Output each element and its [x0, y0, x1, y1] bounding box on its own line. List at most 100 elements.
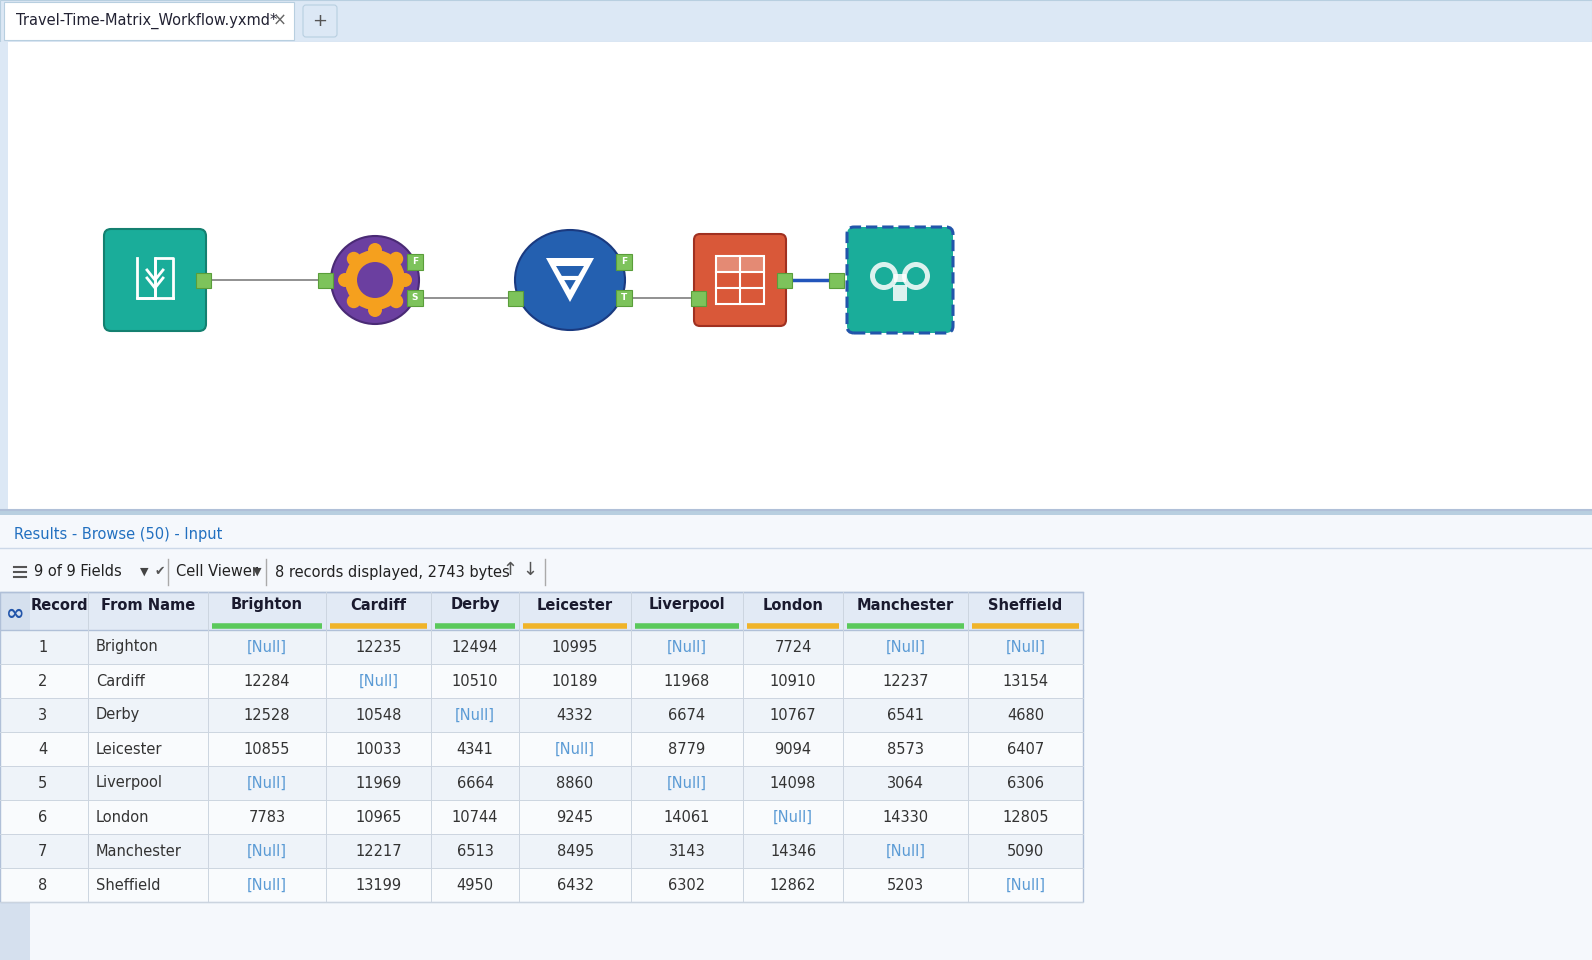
Text: 4341: 4341 [457, 741, 494, 756]
Text: 9245: 9245 [557, 809, 594, 825]
Text: 6302: 6302 [669, 877, 705, 893]
Text: 6: 6 [38, 809, 48, 825]
FancyBboxPatch shape [0, 766, 1083, 800]
FancyBboxPatch shape [508, 291, 522, 305]
Circle shape [347, 294, 361, 308]
FancyBboxPatch shape [0, 732, 1083, 766]
Text: 6664: 6664 [457, 776, 494, 790]
Text: London: London [96, 809, 150, 825]
Text: From Name: From Name [100, 597, 196, 612]
Text: 14330: 14330 [882, 809, 928, 825]
Text: 12805: 12805 [1003, 809, 1049, 825]
Text: Travel-Time-Matrix_Workflow.yxmd*: Travel-Time-Matrix_Workflow.yxmd* [16, 12, 277, 29]
Text: 4950: 4950 [457, 877, 494, 893]
Circle shape [876, 267, 893, 285]
FancyBboxPatch shape [694, 234, 786, 326]
Text: 14346: 14346 [771, 844, 817, 858]
FancyBboxPatch shape [0, 510, 1592, 515]
Text: 10767: 10767 [769, 708, 817, 723]
Text: 8 records displayed, 2743 bytes: 8 records displayed, 2743 bytes [275, 564, 509, 580]
Text: 3064: 3064 [887, 776, 923, 790]
Polygon shape [546, 258, 594, 302]
Text: 6306: 6306 [1008, 776, 1044, 790]
Text: 13199: 13199 [355, 877, 401, 893]
FancyBboxPatch shape [691, 291, 705, 305]
Text: 6407: 6407 [1006, 741, 1044, 756]
Text: [Null]: [Null] [885, 639, 925, 655]
Polygon shape [556, 266, 584, 290]
Text: T: T [621, 294, 627, 302]
FancyBboxPatch shape [408, 290, 423, 306]
FancyBboxPatch shape [0, 42, 8, 510]
Text: 7783: 7783 [248, 809, 285, 825]
Text: Cell Viewer: Cell Viewer [177, 564, 258, 580]
Text: [Null]: [Null] [1006, 639, 1046, 655]
Text: 6432: 6432 [557, 877, 594, 893]
Text: 8573: 8573 [887, 741, 923, 756]
Text: 5090: 5090 [1006, 844, 1044, 858]
Text: 10744: 10744 [452, 809, 498, 825]
Text: +: + [312, 12, 328, 30]
Text: 11969: 11969 [355, 776, 401, 790]
Text: ↑: ↑ [503, 561, 517, 579]
Circle shape [347, 252, 361, 266]
Text: 4: 4 [38, 741, 48, 756]
FancyBboxPatch shape [0, 800, 1083, 834]
FancyBboxPatch shape [716, 256, 764, 272]
Text: [Null]: [Null] [667, 776, 707, 790]
Text: 1: 1 [38, 639, 48, 655]
Text: 12494: 12494 [452, 639, 498, 655]
Text: 10910: 10910 [771, 674, 817, 688]
Text: [Null]: [Null] [358, 674, 398, 688]
Text: 13154: 13154 [1003, 674, 1049, 688]
Text: 4332: 4332 [557, 708, 594, 723]
Circle shape [388, 294, 403, 308]
Text: [Null]: [Null] [667, 639, 707, 655]
FancyBboxPatch shape [616, 254, 632, 270]
FancyBboxPatch shape [893, 285, 907, 301]
Circle shape [907, 267, 925, 285]
FancyBboxPatch shape [196, 273, 210, 287]
FancyBboxPatch shape [5, 2, 295, 40]
Text: Results - Browse (50) - Input: Results - Browse (50) - Input [14, 526, 223, 541]
Text: 8860: 8860 [557, 776, 594, 790]
Text: 12237: 12237 [882, 674, 928, 688]
Text: [Null]: [Null] [247, 877, 287, 893]
Text: [Null]: [Null] [247, 776, 287, 790]
Text: 12528: 12528 [244, 708, 290, 723]
Text: 10510: 10510 [452, 674, 498, 688]
Text: [Null]: [Null] [247, 639, 287, 655]
Text: 7: 7 [38, 844, 48, 858]
FancyBboxPatch shape [847, 227, 954, 333]
Text: Manchester: Manchester [856, 597, 954, 612]
FancyBboxPatch shape [0, 834, 1083, 868]
Circle shape [903, 262, 930, 290]
FancyBboxPatch shape [0, 664, 1083, 698]
Circle shape [869, 262, 898, 290]
Text: [Null]: [Null] [885, 844, 925, 858]
Circle shape [388, 252, 403, 266]
Circle shape [398, 273, 412, 287]
Text: 10033: 10033 [355, 741, 401, 756]
Text: Sheffield: Sheffield [989, 597, 1062, 612]
Text: Derby: Derby [96, 708, 140, 723]
Circle shape [368, 303, 382, 317]
Text: F: F [412, 257, 419, 267]
Text: Liverpool: Liverpool [96, 776, 162, 790]
Text: 10548: 10548 [355, 708, 401, 723]
Text: [Null]: [Null] [455, 708, 495, 723]
Text: 10965: 10965 [355, 809, 401, 825]
Text: 11968: 11968 [664, 674, 710, 688]
FancyBboxPatch shape [828, 273, 844, 287]
Text: 10995: 10995 [552, 639, 599, 655]
Text: [Null]: [Null] [774, 809, 814, 825]
Text: 14061: 14061 [664, 809, 710, 825]
Text: S: S [412, 294, 419, 302]
FancyBboxPatch shape [317, 273, 333, 287]
Text: ▼: ▼ [140, 567, 148, 577]
Text: Sheffield: Sheffield [96, 877, 161, 893]
Circle shape [338, 273, 352, 287]
Text: Leicester: Leicester [96, 741, 162, 756]
Circle shape [368, 243, 382, 257]
Text: 7724: 7724 [774, 639, 812, 655]
